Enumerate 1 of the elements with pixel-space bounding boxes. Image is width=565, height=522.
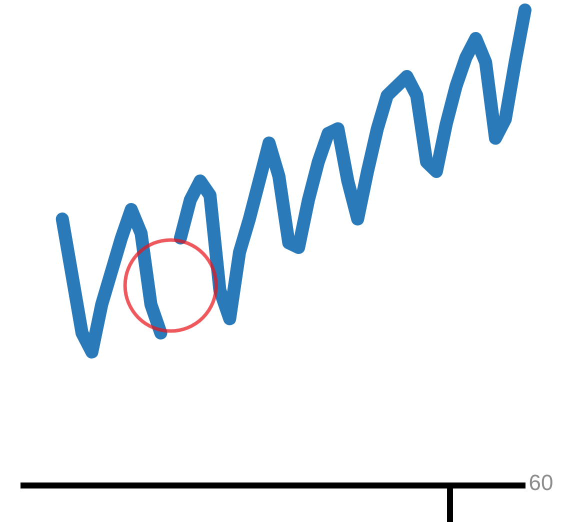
annotation: 60 <box>528 470 554 495</box>
